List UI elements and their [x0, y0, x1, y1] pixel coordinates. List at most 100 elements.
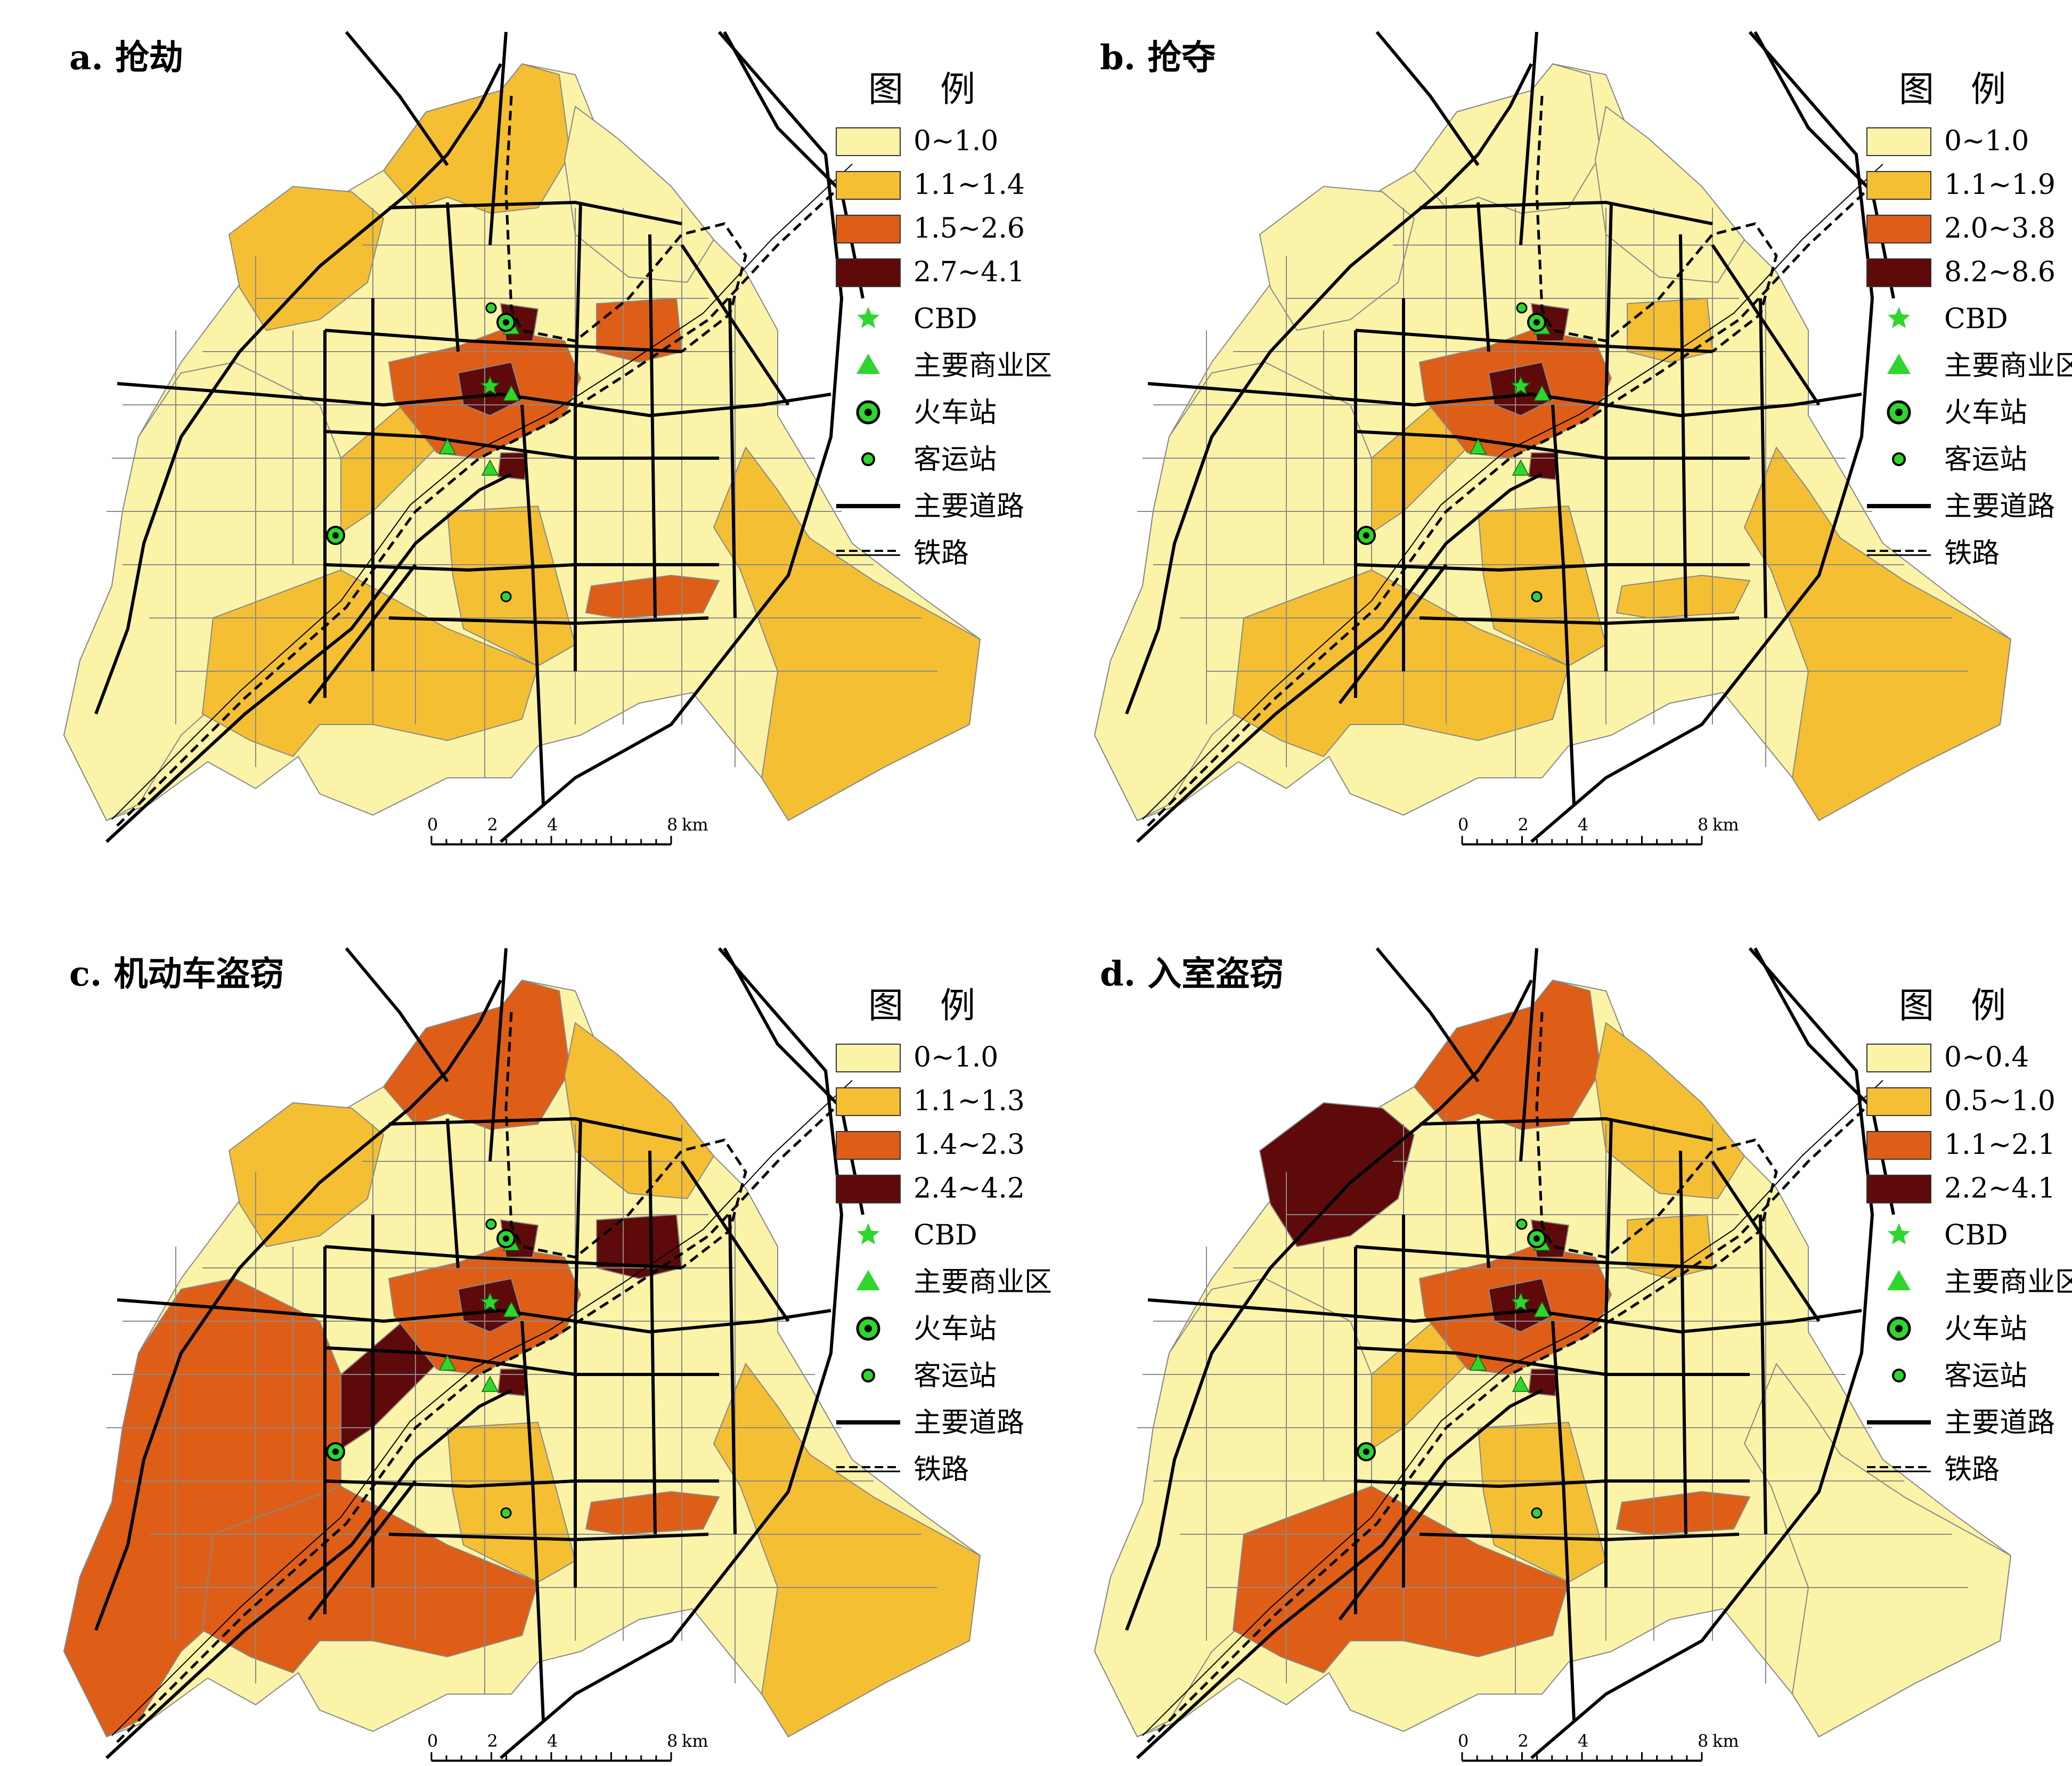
bus-station-icon: [1531, 1507, 1543, 1519]
major-roads: [1125, 31, 1895, 843]
road-legend-item: 主要道路: [1944, 1407, 2055, 1439]
commercial-area-triangle-icon: [1533, 1301, 1551, 1317]
panel-title: b. 抢夺: [1100, 38, 1216, 78]
train-station-center: [503, 1235, 509, 1242]
legend-class-label: 8.2~8.6: [1944, 256, 2055, 288]
train-station-center: [1363, 532, 1369, 539]
scale-bar-tick-label: 2: [1518, 1731, 1529, 1751]
map-area: [1094, 947, 2012, 1760]
district-northwest-band: [228, 185, 385, 331]
district-northwest-band: [1259, 185, 1415, 331]
legend-swatch-class-2: [836, 171, 901, 200]
scale-bar-unit: km: [682, 1731, 708, 1751]
district-se-small: [1616, 1491, 1751, 1535]
cbd-legend-item: CBD: [1944, 1219, 2008, 1251]
train-station-legend-item: 火车站: [913, 397, 997, 429]
legend-class-label: 1.1~1.4: [913, 169, 1025, 201]
legend-swatch-class-4: [1866, 258, 1931, 287]
legend-class-label: 0.5~1.0: [1944, 1085, 2055, 1117]
commercial-legend-item: 主要商业区: [913, 350, 1052, 382]
panel-title: d. 入室盗窃: [1100, 954, 1284, 994]
legend-swatch-class-2: [1866, 1087, 1931, 1116]
legend-class-label: 0~1.0: [913, 1041, 998, 1073]
railway-line: [1147, 1012, 1889, 1743]
scale-bar-tick-label: 0: [1458, 1731, 1469, 1751]
commercial-legend-icon: [856, 354, 880, 374]
train-station-center: [503, 319, 509, 325]
railway-line: [1142, 164, 1883, 820]
bus-station-icon: [485, 1218, 497, 1230]
road-legend-item: 主要道路: [913, 491, 1024, 523]
district-se-small: [585, 574, 720, 619]
map-area: [1094, 31, 2012, 843]
scale-bar-tick-label: 8: [1698, 815, 1708, 835]
bus-station-icon: [500, 1507, 512, 1519]
legend-class-label: 2.0~3.8: [1944, 213, 2055, 245]
cbd-star-icon: [480, 376, 500, 395]
scale-bar-tick-label: 8: [667, 1731, 678, 1751]
scale-bar-unit: km: [1712, 1731, 1739, 1751]
legend-class-label: 1.1~1.3: [913, 1085, 1025, 1117]
train-station-center: [1363, 1448, 1369, 1455]
scale-bar: 0 2 4 8 km: [427, 1731, 708, 1762]
legend-class-label: 2.7~4.1: [913, 256, 1025, 288]
bus-station-legend-icon: [861, 452, 875, 466]
district-center-south: [446, 1421, 576, 1583]
cbd-legend-icon: [857, 1223, 879, 1244]
train-station-legend-center: [1895, 409, 1903, 416]
scale-bar-tick-label: 0: [427, 815, 438, 835]
cbd-legend-item: CBD: [913, 1219, 977, 1251]
train-station-center: [1533, 319, 1540, 325]
scale-bar-tick-label: 4: [1578, 815, 1588, 835]
railway-legend-item: 铁路: [1944, 538, 2000, 569]
train-station-center: [1533, 1235, 1540, 1242]
cbd-legend-item: CBD: [1944, 303, 2008, 335]
legend-class-label: 1.1~2.1: [1944, 1129, 2055, 1161]
scale-bar-tick-label: 8: [1698, 1731, 1708, 1751]
cbd-legend-icon: [1888, 1223, 1910, 1244]
legend-swatch-class-3: [1866, 215, 1931, 243]
district-ne-block: [596, 297, 683, 363]
legend-swatch-class-2: [836, 1087, 901, 1116]
bus-station-legend-item: 客运站: [1944, 444, 2027, 476]
commercial-area-triangle-icon: [1512, 1376, 1530, 1392]
commercial-legend-icon: [1887, 1270, 1911, 1290]
railway-legend-item: 铁路: [1944, 1454, 2000, 1486]
district-east: [713, 446, 981, 821]
train-station-legend-item: 火车站: [1944, 397, 2027, 429]
district-center-south: [446, 505, 576, 667]
scale-bar-tick-label: 4: [1578, 1731, 1588, 1751]
district-ne: [1594, 105, 1745, 283]
legend-class-label: 1.1~1.9: [1944, 169, 2055, 201]
railway-line: [111, 164, 853, 820]
district-se-small: [585, 1491, 720, 1535]
legend: 图 例 0~1.0 1.1~1.3 1.4~2.3 2.4~4.2 CBD 主要商业区火车站…: [836, 985, 1052, 1486]
commercial-area-triangle-icon: [481, 459, 499, 476]
legend-title: 图 例: [868, 69, 988, 110]
legend-title: 图 例: [1899, 69, 2019, 110]
legend-class-label: 1.5~2.6: [913, 213, 1025, 245]
commercial-area-triangle-icon: [438, 438, 456, 454]
district-northwest-band: [228, 1102, 385, 1248]
cbd-star-icon: [1511, 376, 1531, 395]
district-northwest-band: [1259, 1102, 1415, 1248]
district-ne: [1594, 1022, 1745, 1200]
legend: 图 例 0~0.4 0.5~1.0 1.1~2.1 2.2~4.1 CBD 主要商业区火车站…: [1866, 985, 2072, 1486]
legend-swatch-class-1: [1866, 127, 1931, 156]
train-station-legend-center: [1895, 1325, 1903, 1332]
bus-station-icon: [500, 591, 512, 603]
legend-title: 图 例: [868, 985, 988, 1026]
district-ne-block: [1627, 1214, 1714, 1280]
scale-bar-tick-label: 8: [667, 815, 678, 835]
scale-bar-unit: km: [1712, 815, 1739, 835]
legend-swatch-class-4: [836, 258, 901, 287]
panel-title: c. 机动车盗窃: [69, 954, 284, 994]
legend-swatch-class-1: [1866, 1044, 1931, 1072]
scale-bar-tick-label: 2: [487, 815, 498, 835]
train-station-center: [332, 1448, 339, 1455]
district-ne-block: [596, 1214, 683, 1280]
cbd-legend-item: CBD: [913, 303, 977, 335]
district-ne: [564, 105, 715, 283]
cbd-legend-icon: [857, 307, 879, 328]
